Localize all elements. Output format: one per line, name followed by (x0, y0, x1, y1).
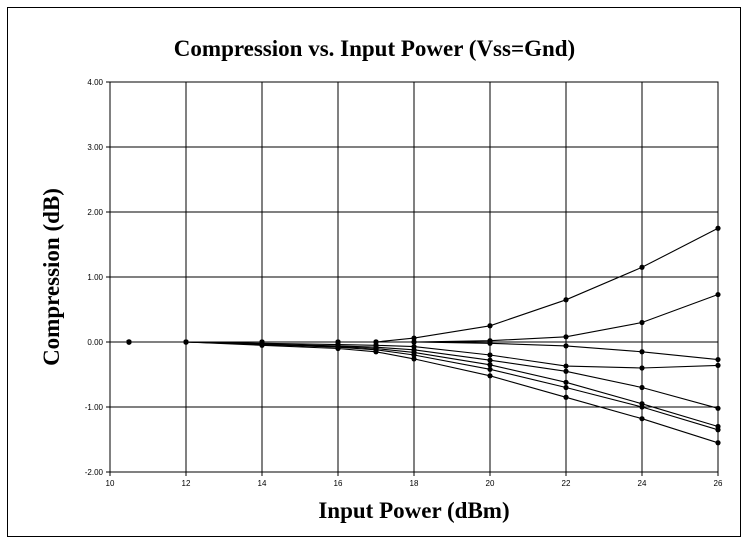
data-point (639, 416, 645, 422)
data-point (373, 349, 379, 355)
x-tick-label: 14 (258, 479, 267, 488)
data-point (715, 356, 721, 363)
data-point (563, 297, 569, 303)
series-line-6 (129, 341, 719, 428)
data-point (487, 373, 493, 379)
chart-series (129, 227, 719, 444)
data-point (639, 365, 645, 371)
data-point (487, 340, 493, 346)
y-tick-label: 3.00 (87, 143, 103, 152)
data-point (715, 427, 721, 433)
data-point (411, 339, 417, 345)
data-point (411, 356, 417, 362)
y-tick-label: 4.00 (87, 78, 103, 87)
x-tick-label: 16 (334, 479, 343, 488)
series-line-3 (129, 341, 719, 361)
data-point (639, 319, 645, 326)
chart-frame (7, 7, 741, 537)
x-axis-label: Input Power (dBm) (318, 498, 510, 523)
data-point (639, 404, 645, 410)
x-tick-label: 24 (638, 479, 647, 488)
chart-ticks: 10 12 14 16 18 20 22 24 26 -2.00 -1.00 0.00 1.00 2.00… (85, 78, 723, 488)
x-tick-label: 22 (562, 479, 571, 488)
data-point (487, 323, 493, 329)
x-tick-label: 12 (182, 479, 191, 488)
data-point (715, 405, 721, 411)
data-point (715, 362, 721, 368)
y-tick-label: -2.00 (85, 468, 104, 477)
data-point (411, 352, 417, 358)
data-point (487, 357, 493, 363)
data-point (639, 264, 645, 270)
data-point (715, 291, 721, 298)
x-tick-label: 18 (410, 479, 419, 488)
data-point (126, 339, 132, 345)
data-point (563, 394, 569, 400)
data-point (411, 335, 417, 341)
chart-title: Compression vs. Input Power (Vss=Gnd) (173, 36, 576, 61)
data-point (335, 345, 341, 352)
data-point (639, 349, 645, 355)
y-tick-label: 2.00 (87, 208, 103, 217)
x-tick-label: 20 (486, 479, 495, 488)
data-point (715, 440, 721, 446)
y-tick-label: -1.00 (85, 403, 104, 412)
series-line-4 (129, 341, 719, 369)
y-tick-label: 1.00 (87, 273, 103, 282)
x-tick-label: 26 (714, 479, 723, 488)
data-point (563, 368, 569, 374)
data-point (259, 342, 265, 348)
data-point (715, 225, 721, 231)
series-line-8 (129, 341, 719, 444)
data-point (563, 343, 569, 349)
y-tick-label: 0.00 (87, 338, 103, 347)
data-point (183, 339, 189, 345)
data-point (563, 363, 569, 369)
series-line-7 (129, 341, 719, 431)
data-point (563, 334, 569, 340)
data-point (639, 384, 645, 391)
data-point (563, 384, 569, 391)
series-line-2 (129, 293, 719, 343)
x-tick-label: 10 (106, 479, 115, 488)
chart-grid (109, 81, 719, 473)
data-point (487, 352, 493, 358)
data-point (487, 362, 493, 368)
data-point (563, 379, 569, 385)
series-line-5 (129, 341, 719, 409)
data-point (487, 366, 493, 372)
chart-markers (126, 225, 721, 446)
